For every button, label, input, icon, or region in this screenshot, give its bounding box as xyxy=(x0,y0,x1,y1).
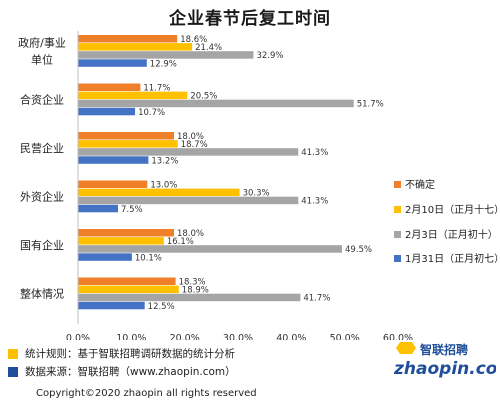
bar xyxy=(78,180,148,188)
data-label: 32.9% xyxy=(256,51,283,61)
bar xyxy=(78,301,145,310)
x-tick-label: 50.0% xyxy=(330,333,360,340)
bar xyxy=(78,229,174,237)
data-label: 12.5% xyxy=(148,302,175,312)
data-label: 13.0% xyxy=(150,181,177,191)
data-label: 12.9% xyxy=(150,59,177,69)
bar xyxy=(78,188,240,197)
data-label: 10.7% xyxy=(138,108,165,118)
legend-swatch xyxy=(394,255,401,262)
data-label: 41.3% xyxy=(301,197,328,207)
bar xyxy=(78,35,178,43)
footer-rule-text: 统计规则：基于智联招聘调研数据的统计分析 xyxy=(25,348,235,360)
bar xyxy=(78,196,299,205)
footer-blue-square xyxy=(8,366,18,377)
x-tick-label: 40.0% xyxy=(276,333,306,340)
data-label: 11.7% xyxy=(143,84,170,94)
data-label: 16.1% xyxy=(167,237,194,247)
bar xyxy=(78,83,141,91)
legend-entry: 1月31日（正月初七） xyxy=(405,252,500,265)
bar xyxy=(78,59,147,67)
x-tick-label: 20.0% xyxy=(170,333,200,340)
legend-swatch xyxy=(394,181,401,188)
bar xyxy=(78,245,342,253)
data-label: 21.4% xyxy=(195,43,222,53)
data-label: 18.0% xyxy=(177,132,204,142)
bar xyxy=(78,99,354,108)
data-label: 7.5% xyxy=(121,205,143,215)
x-tick-label: 10.0% xyxy=(116,333,146,340)
bar xyxy=(78,140,178,148)
category-label: 民营企业 xyxy=(20,141,64,155)
x-tick-label: 0.0% xyxy=(66,333,90,340)
bar xyxy=(78,237,164,245)
footer-yellow-square xyxy=(8,348,18,359)
data-label: 10.1% xyxy=(135,253,162,263)
svg-text:智联招聘: 智联招聘 xyxy=(419,342,468,357)
footer-source-text: 数据来源：智联招聘（www.zhaopin.com） xyxy=(25,366,236,378)
bar xyxy=(78,91,188,100)
bar xyxy=(78,253,132,261)
data-label: 18.9% xyxy=(182,286,209,296)
bar xyxy=(78,285,179,294)
bar xyxy=(78,132,174,140)
category-label: 政府/事业 xyxy=(18,36,66,50)
footer-note-source: 数据来源：智联招聘（www.zhaopin.com） xyxy=(8,364,236,379)
data-label: 18.0% xyxy=(177,229,204,239)
zhaopin-logo: 智联招聘 zhaopin.com xyxy=(393,342,496,379)
legend-entry: 2月10日（正月十七） xyxy=(405,203,500,216)
category-label: 合资企业 xyxy=(20,93,64,107)
legend-entry: 2月3日（正月初十） xyxy=(405,228,498,241)
data-label: 49.5% xyxy=(345,245,372,255)
data-label: 30.3% xyxy=(243,189,270,199)
logo-hexagon-icon xyxy=(396,342,416,354)
footer-note-rule: 统计规则：基于智联招聘调研数据的统计分析 xyxy=(8,346,235,361)
data-label: 18.6% xyxy=(180,35,207,45)
legend-swatch xyxy=(394,206,401,213)
data-label: 13.2% xyxy=(151,156,178,166)
legend-swatch xyxy=(394,231,401,238)
chart-title: 企业春节后复工时间 xyxy=(169,9,331,29)
legend-entry: 不确定 xyxy=(405,178,435,191)
data-label: 51.7% xyxy=(357,100,384,110)
bar xyxy=(78,148,299,156)
copyright-text: Copyright©2020 zhaopin all rights reserv… xyxy=(36,388,257,399)
bar xyxy=(78,43,193,51)
bar xyxy=(78,51,254,59)
category-label: 外资企业 xyxy=(20,190,64,204)
x-tick-label: 60.0% xyxy=(383,333,413,340)
svg-text:zhaopin.com: zhaopin.com xyxy=(393,359,496,379)
bar xyxy=(78,107,136,116)
data-label: 41.7% xyxy=(303,294,330,304)
bar xyxy=(78,293,301,302)
bar xyxy=(78,156,149,164)
category-label: 单位 xyxy=(31,53,53,67)
data-label: 18.3% xyxy=(179,278,206,288)
data-label: 20.5% xyxy=(190,92,217,102)
category-label: 国有企业 xyxy=(20,238,64,252)
bar xyxy=(78,277,176,285)
category-label: 整体情况 xyxy=(20,287,64,301)
data-label: 41.3% xyxy=(301,148,328,158)
data-label: 18.7% xyxy=(181,140,208,150)
x-tick-label: 30.0% xyxy=(223,333,253,340)
bar xyxy=(78,204,118,213)
